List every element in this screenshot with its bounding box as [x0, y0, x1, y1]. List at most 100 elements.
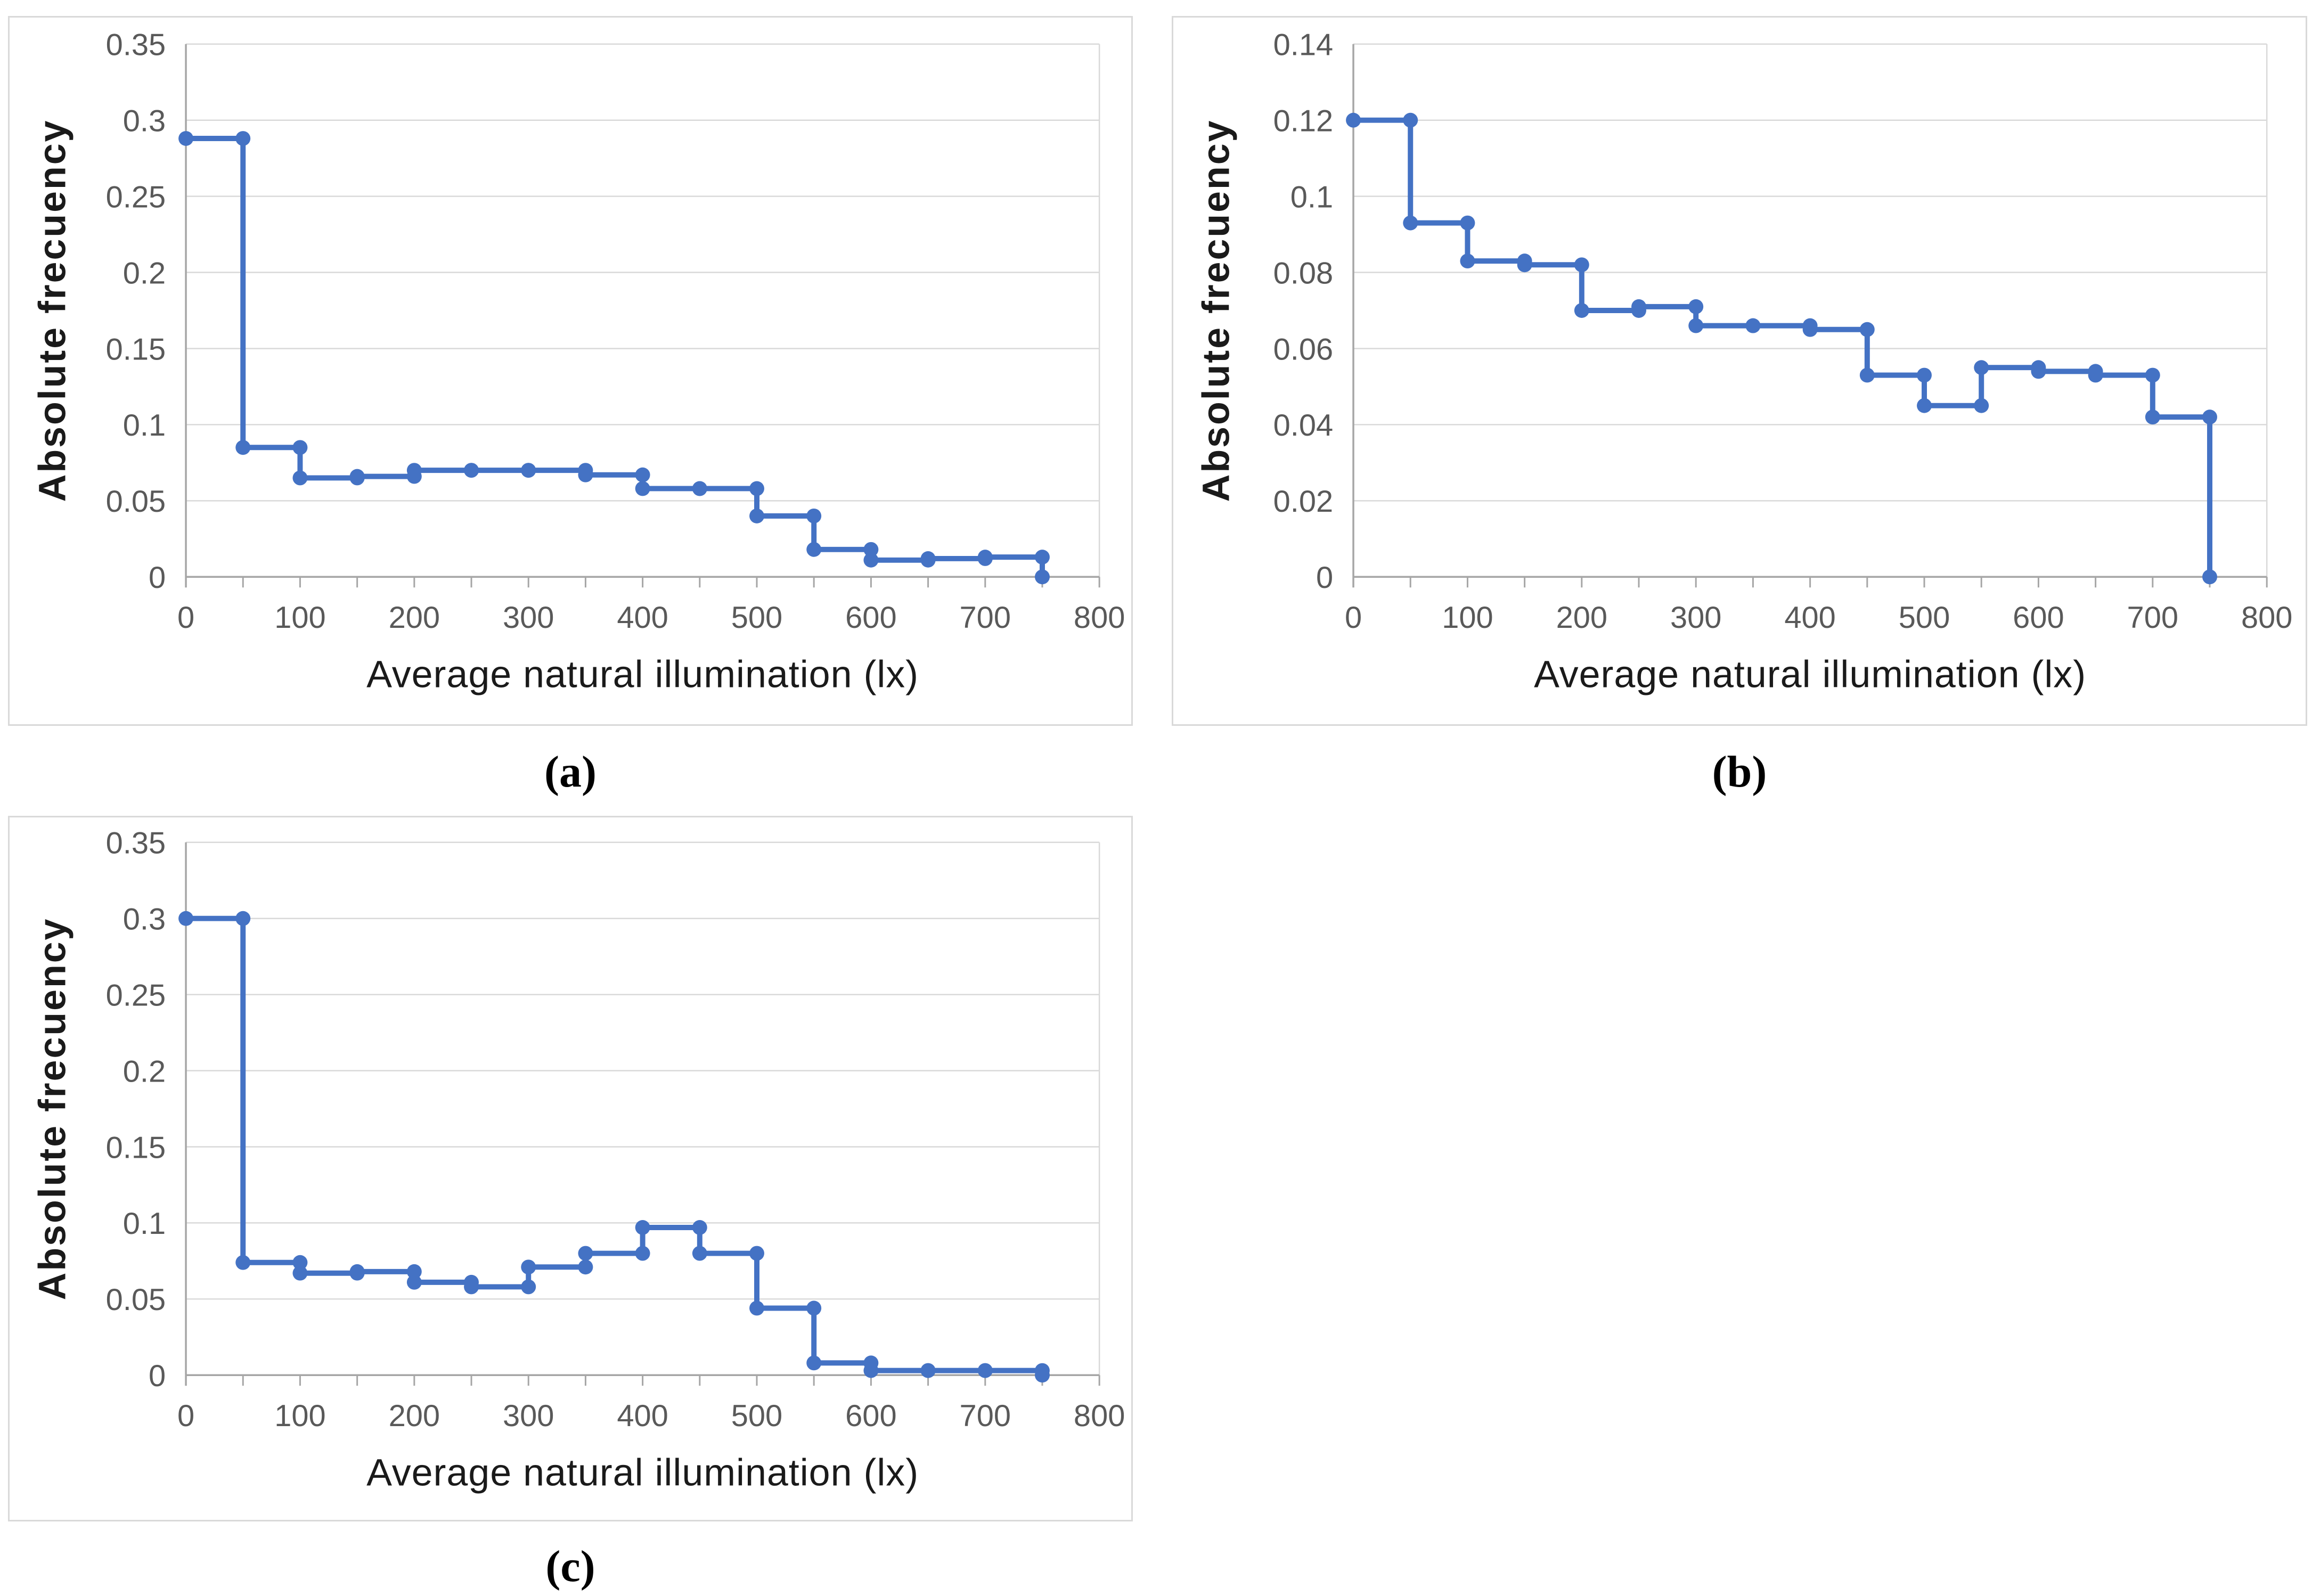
y-tick-label: 0.35 — [106, 826, 166, 861]
y-tick-label: 0.2 — [123, 256, 166, 290]
axes — [185, 842, 1100, 1386]
y-tick-label: 0.06 — [1273, 332, 1334, 366]
x-ticks — [185, 577, 1100, 588]
data-point-marker — [1035, 1368, 1050, 1383]
data-point-marker — [635, 1246, 650, 1261]
x-tick-label: 0 — [177, 601, 194, 635]
y-tick-labels: 0 0.05 0.1 0.15 0.2 0.25 0.3 0.35 — [106, 28, 166, 595]
x-axis-title: Average natural illumination (lx) — [366, 1451, 919, 1494]
data-point-marker — [292, 440, 308, 455]
y-gridlines — [186, 43, 1100, 502]
data-point-marker — [1688, 299, 1704, 314]
data-point-marker — [292, 1265, 308, 1281]
data-point-marker — [1035, 550, 1050, 565]
y-tick-label: 0.3 — [123, 104, 166, 138]
x-ticks — [1352, 577, 2268, 588]
data-point-marker — [1859, 322, 1875, 337]
data-point-marker — [920, 551, 936, 566]
x-tick-label: 200 — [1556, 601, 1607, 635]
data-point-marker — [178, 911, 194, 926]
data-point-marker — [578, 1259, 593, 1275]
x-tick-label: 800 — [1074, 1399, 1125, 1433]
data-point-marker — [406, 463, 422, 478]
y-tick-label: 0.3 — [123, 903, 166, 937]
x-tick-label: 700 — [960, 1399, 1011, 1433]
data-point-marker — [178, 131, 194, 146]
data-point-marker — [635, 481, 650, 496]
data-point-marker — [920, 1363, 936, 1378]
data-point-marker — [1688, 318, 1704, 333]
x-tick-label: 600 — [2013, 601, 2064, 635]
data-point-marker — [292, 1255, 308, 1270]
data-point-marker — [2145, 410, 2160, 425]
chart-panel-b: 0 0.02 0.04 0.06 0.08 0.1 0.12 0.14 0 100 200 300 40… — [1172, 16, 2307, 726]
x-tick-label: 400 — [617, 601, 668, 635]
data-point-marker — [806, 1355, 822, 1371]
y-gridlines — [1353, 43, 2267, 502]
data-point-marker — [235, 131, 251, 146]
data-point-marker — [2088, 367, 2103, 383]
data-point-marker — [692, 481, 707, 496]
y-tick-label: 0.14 — [1273, 28, 1334, 62]
y-tick-label: 0 — [1316, 561, 1333, 595]
data-point-marker — [2145, 367, 2160, 383]
data-point-marker — [635, 467, 650, 482]
data-point-marker — [406, 1264, 422, 1279]
data-point-marker — [1802, 322, 1818, 337]
x-tick-label: 400 — [617, 1399, 668, 1433]
axes — [185, 44, 1100, 588]
y-tick-label: 0.25 — [106, 180, 166, 214]
data-point-marker — [292, 470, 308, 486]
data-point-marker — [977, 550, 993, 565]
x-tick-label: 700 — [960, 601, 1011, 635]
x-tick-label: 200 — [389, 1399, 440, 1433]
y-tick-label: 0.05 — [106, 485, 166, 519]
data-point-marker — [863, 552, 879, 568]
data-point-marker — [977, 1363, 993, 1378]
data-point-marker — [749, 1300, 764, 1316]
data-point-marker — [235, 911, 251, 926]
data-point-marker — [1517, 257, 1532, 273]
y-tick-label: 0 — [149, 1359, 166, 1393]
data-point-marker — [464, 463, 479, 478]
data-point-marker — [1460, 215, 1475, 231]
data-point-marker — [749, 1246, 764, 1261]
data-point-marker — [2031, 364, 2046, 379]
y-tick-label: 0.04 — [1273, 408, 1334, 443]
panel-caption-a: (a) — [544, 747, 597, 797]
data-point-marker — [1631, 299, 1646, 314]
data-point-marker — [806, 1300, 822, 1316]
y-tick-labels: 0 0.05 0.1 0.15 0.2 0.25 0.3 0.35 — [106, 826, 166, 1393]
data-point-marker — [1346, 112, 1361, 128]
chart-a-canvas: 0 0.05 0.1 0.15 0.2 0.25 0.3 0.35 0 100 200 300 400 5… — [31, 28, 1125, 696]
x-tick-label: 0 — [177, 1399, 194, 1433]
data-point-marker — [2202, 410, 2217, 425]
data-point-marker — [1974, 398, 1989, 413]
x-tick-label: 300 — [503, 601, 554, 635]
x-tick-label: 600 — [845, 601, 896, 635]
x-tick-label: 400 — [1784, 601, 1835, 635]
x-tick-label: 0 — [1345, 601, 1362, 635]
x-axis-title: Average natural illumination (lx) — [1534, 653, 2086, 695]
panel-caption-c: (c) — [545, 1542, 595, 1591]
data-point-marker — [464, 1279, 479, 1295]
data-point-marker — [1574, 303, 1589, 318]
x-tick-labels: 0 100 200 300 400 500 600 700 800 — [177, 1399, 1125, 1433]
data-point-marker — [692, 1246, 707, 1261]
y-tick-label: 0.35 — [106, 28, 166, 62]
y-tick-label: 0.1 — [123, 408, 166, 443]
y-tick-label: 0.15 — [106, 332, 166, 366]
chart-panel-a: 0 0.05 0.1 0.15 0.2 0.25 0.3 0.35 0 100 200 300 400 5… — [8, 16, 1133, 726]
x-tick-label: 500 — [731, 601, 782, 635]
data-point-marker — [235, 440, 251, 455]
y-tick-label: 0.1 — [123, 1207, 166, 1241]
data-point-marker — [578, 467, 593, 482]
y-tick-label: 0.12 — [1273, 104, 1334, 138]
data-point-marker — [749, 481, 764, 496]
x-ticks — [185, 1375, 1100, 1386]
x-tick-label: 600 — [845, 1399, 896, 1433]
data-point-marker — [1974, 360, 1989, 375]
x-tick-label: 800 — [1074, 601, 1125, 635]
data-point-marker — [578, 1246, 593, 1261]
axes — [1352, 44, 2267, 588]
